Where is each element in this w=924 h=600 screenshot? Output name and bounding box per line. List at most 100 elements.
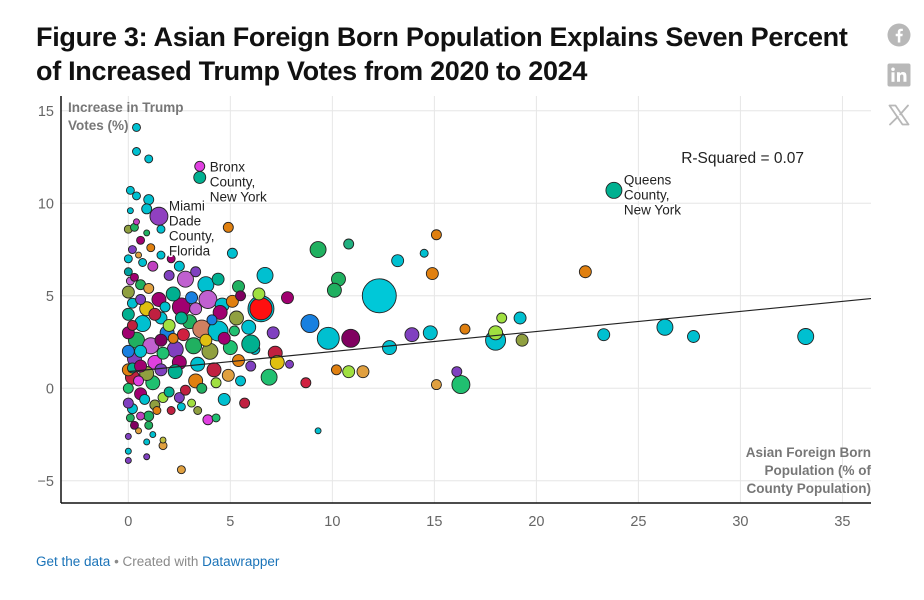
data-point (488, 325, 504, 341)
facebook-icon[interactable] (884, 21, 914, 49)
data-point (139, 393, 151, 405)
trendline (128, 297, 872, 373)
data-point (121, 344, 135, 358)
data-point (152, 406, 162, 415)
annotation-label: Miami (169, 198, 205, 213)
r-squared-label: R-Squared = 0.07 (681, 150, 804, 167)
data-point (225, 294, 239, 308)
data-point (285, 359, 294, 369)
data-point (141, 203, 153, 215)
get-data-link[interactable]: Get the data (36, 554, 111, 569)
data-point (211, 272, 225, 286)
y-tick-label: 5 (46, 289, 54, 305)
annotation-label: County, (169, 228, 215, 243)
data-point (174, 311, 188, 325)
data-point (132, 147, 141, 156)
chart-title: Figure 3: Asian Foreign Born Population … (36, 22, 848, 86)
data-point (193, 406, 203, 415)
data-point (124, 447, 132, 455)
data-point (132, 191, 141, 201)
data-point (166, 341, 184, 358)
x-tick-label: 20 (528, 514, 544, 530)
annotation-label: Florida (169, 243, 211, 258)
data-point (154, 363, 168, 377)
data-point (156, 224, 166, 234)
annotation-label: County, (210, 174, 256, 189)
data-point (173, 392, 185, 403)
data-point (185, 291, 199, 305)
data-point (190, 266, 202, 278)
data-point (122, 397, 134, 409)
y-tick-label: −5 (37, 474, 54, 490)
footer: Get the data • Created with Datawrapper (36, 554, 279, 569)
datawrapper-link[interactable]: Datawrapper (202, 554, 280, 569)
data-point (125, 413, 135, 423)
data-point (173, 260, 185, 272)
data-point (266, 326, 280, 340)
data-point (419, 248, 429, 258)
data-point (797, 328, 815, 345)
data-point (211, 413, 221, 423)
data-point (149, 206, 169, 226)
data-point (163, 386, 175, 398)
data-point (156, 250, 166, 260)
linkedin-icon[interactable] (884, 61, 914, 89)
data-point (189, 302, 203, 316)
y-axis-title-line: Increase in Trump (68, 100, 184, 115)
data-point (138, 258, 148, 267)
data-point (144, 420, 154, 430)
data-point (148, 307, 162, 321)
annotation-label: County, (624, 187, 670, 202)
data-point (404, 327, 420, 343)
data-point (229, 310, 244, 326)
data-point (391, 254, 405, 268)
data-point (166, 254, 176, 264)
data-point (206, 362, 222, 378)
x-tick-label: 30 (732, 514, 748, 530)
data-point (343, 238, 355, 250)
data-point (430, 229, 442, 241)
x-icon[interactable] (884, 101, 914, 129)
x-tick-label: 15 (426, 514, 442, 530)
data-point (144, 154, 154, 164)
data-point (162, 318, 176, 332)
data-point (217, 392, 231, 406)
data-point (149, 431, 157, 438)
data-point (239, 397, 251, 409)
data-point (309, 241, 327, 259)
data-point (221, 368, 235, 382)
data-point (134, 359, 148, 373)
data-point (143, 194, 155, 206)
x-axis-title-line: Asian Foreign Born (746, 445, 871, 460)
data-point (326, 282, 342, 298)
data-point (314, 427, 322, 435)
y-tick-label: 10 (38, 196, 54, 212)
data-point (222, 221, 234, 233)
y-axis-title-line: Votes (%) (68, 118, 129, 133)
data-point (124, 457, 132, 464)
data-point (159, 436, 167, 444)
data-point (425, 267, 439, 281)
data-point (132, 122, 141, 132)
data-point (127, 245, 137, 255)
data-point (260, 368, 278, 386)
data-point (121, 307, 135, 321)
data-point (382, 340, 397, 356)
annotation-label: Bronx (210, 159, 246, 174)
data-point (300, 314, 320, 333)
data-point (212, 305, 228, 320)
data-point (330, 364, 342, 376)
data-point (206, 314, 218, 326)
data-point (194, 160, 206, 172)
data-point (123, 267, 133, 277)
data-point (135, 294, 147, 305)
data-point (199, 333, 213, 347)
data-point (136, 411, 146, 421)
data-point (316, 326, 340, 350)
data-point (361, 278, 397, 314)
data-point (356, 365, 370, 379)
data-point (124, 432, 132, 440)
data-point (496, 312, 508, 324)
